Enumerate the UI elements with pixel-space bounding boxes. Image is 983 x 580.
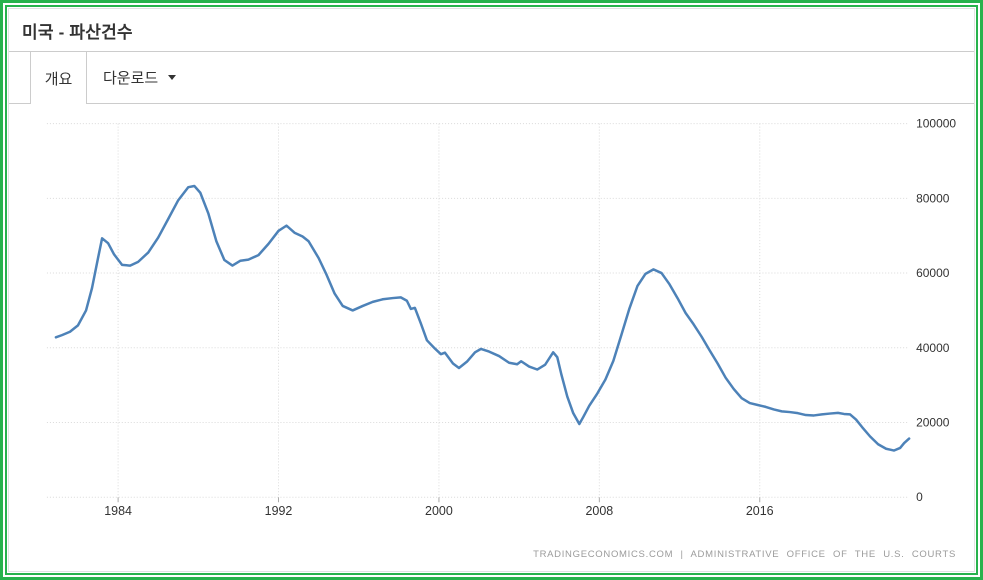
- svg-text:20000: 20000: [916, 416, 950, 430]
- attribution-text: TRADINGECONOMICS.COM | ADMINISTRATIVE OF…: [533, 549, 956, 560]
- svg-text:2008: 2008: [585, 504, 613, 518]
- tab-bar-left-spacer: [9, 52, 30, 104]
- tab-bar: 개요 다운로드: [9, 52, 974, 104]
- tab-download-label: 다운로드: [103, 70, 159, 87]
- tab-overview-label: 개요: [44, 70, 73, 88]
- title-bar: 미국 - 파산건수: [9, 9, 974, 52]
- widget: 미국 - 파산건수 개요 다운로드 0 20000 40000 60000 80000 1…: [8, 8, 975, 572]
- svg-text:1992: 1992: [265, 504, 293, 518]
- attribution: TRADINGECONOMICS.COM | ADMINISTRATIVE OF…: [533, 544, 956, 562]
- page-title: 미국 - 파산건수: [22, 22, 133, 42]
- svg-text:80000: 80000: [916, 191, 950, 205]
- svg-text:1984: 1984: [104, 504, 132, 518]
- svg-text:60000: 60000: [916, 266, 950, 280]
- svg-text:40000: 40000: [916, 341, 950, 355]
- svg-text:0: 0: [916, 490, 923, 504]
- svg-text:2000: 2000: [425, 504, 453, 518]
- svg-text:100000: 100000: [916, 117, 956, 131]
- caret-down-icon: [168, 75, 177, 80]
- svg-text:2016: 2016: [746, 504, 774, 518]
- tab-bar-filler: 다운로드: [87, 52, 974, 104]
- chart-canvas[interactable]: 0 20000 40000 60000 80000 100000 1984 1992 2000 2…: [9, 9, 974, 571]
- widget-frame: 미국 - 파산건수 개요 다운로드 0 20000 40000 60000 80000 1…: [5, 5, 978, 575]
- chart-region[interactable]: 0 20000 40000 60000 80000 100000 1984 1992 2000 2…: [9, 9, 974, 571]
- tab-overview[interactable]: 개요: [30, 52, 87, 104]
- tab-download[interactable]: 다운로드: [87, 52, 192, 103]
